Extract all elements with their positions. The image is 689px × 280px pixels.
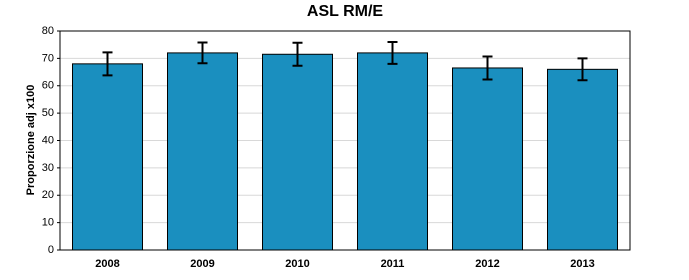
chart-title: ASL RM/E [307, 3, 383, 20]
y-tick-label: 80 [42, 25, 54, 37]
y-tick-label: 0 [48, 244, 54, 256]
error-bar [387, 40, 398, 65]
error-bar [482, 55, 493, 81]
y-tick-label: 10 [42, 217, 54, 229]
bar [72, 63, 143, 251]
bar [167, 52, 238, 251]
x-tick-label: 2010 [285, 258, 309, 270]
y-axis-label: Proporzione adj x100 [25, 85, 37, 196]
y-tick-label: 60 [42, 80, 54, 92]
x-tick-label: 2009 [190, 258, 214, 270]
x-tick-label: 2013 [570, 258, 594, 270]
error-bar [577, 57, 588, 82]
x-tick-label: 2008 [95, 258, 119, 270]
bar [547, 68, 618, 251]
error-bar [292, 41, 303, 67]
y-tick-label: 50 [42, 107, 54, 119]
x-tick-label: 2011 [381, 258, 405, 270]
y-tick-label: 20 [42, 189, 54, 201]
error-bar [102, 51, 113, 77]
y-tick-label: 30 [42, 162, 54, 174]
y-tick-label: 70 [42, 52, 54, 64]
bar [357, 52, 428, 251]
x-tick-label: 2012 [475, 258, 499, 270]
bar [452, 67, 523, 251]
bar [262, 53, 333, 251]
plot-frame [59, 30, 631, 251]
error-bar [197, 41, 208, 65]
y-tick-label: 40 [42, 134, 54, 146]
